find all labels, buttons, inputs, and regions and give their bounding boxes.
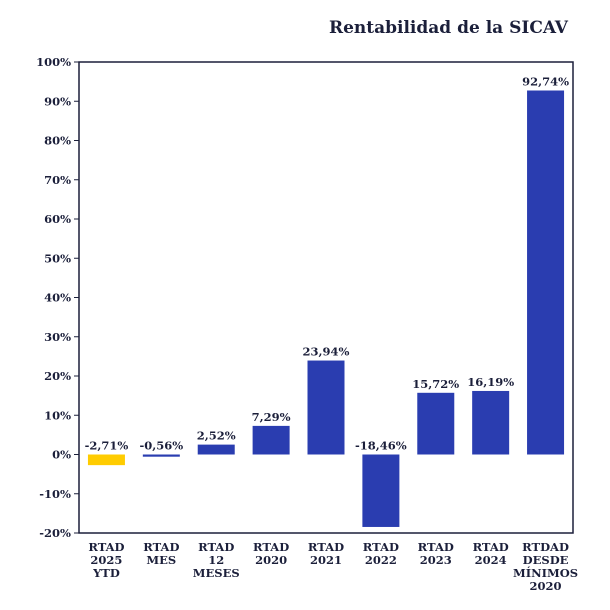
data-label: 15,72%: [412, 377, 459, 391]
data-label: -0,56%: [139, 439, 183, 453]
data-label: 16,19%: [467, 375, 514, 389]
y-tick-label: -20%: [39, 526, 71, 540]
bars: [87, 90, 565, 527]
data-label: -2,71%: [85, 439, 129, 453]
y-axis-ticks: 100% 90% 80% 70% 60% 50% 40% 30% 20% 10% 0% -10% -20…: [36, 55, 79, 540]
data-labels: -2,71% -0,56% 2,52% 7,29% 23,94% -18,46% 15,72…: [85, 74, 570, 452]
category-label: RTAD 2025 YTD: [88, 540, 124, 580]
y-tick-label: 30%: [44, 330, 71, 344]
data-label: 2,52%: [197, 429, 236, 443]
data-label: 23,94%: [303, 345, 350, 359]
bar: [87, 454, 125, 466]
category-label: RTAD 2024: [473, 540, 509, 567]
bar: [307, 360, 345, 455]
bar: [362, 454, 400, 527]
y-tick-label: -10%: [39, 487, 71, 501]
category-labels: RTAD 2025 YTD RTAD MES RTAD 12 MESES RTAD 2020 RTA…: [88, 540, 578, 593]
bar: [142, 454, 180, 457]
category-label: RTAD 2020: [253, 540, 289, 567]
category-label: RTAD 2021: [308, 540, 344, 567]
chart-title: Rentabilidad de la SICAV: [329, 18, 569, 38]
category-label: RTAD 2023: [418, 540, 454, 567]
y-tick-label: 10%: [44, 408, 71, 422]
y-tick-label: 50%: [44, 251, 71, 265]
category-label: RTAD 12 MESES: [193, 540, 240, 580]
data-label: 92,74%: [522, 74, 569, 88]
category-label: RTAD MES: [143, 540, 179, 567]
y-tick-label: 70%: [44, 173, 71, 187]
y-tick-label: 60%: [44, 212, 71, 226]
data-label: -18,46%: [355, 439, 407, 453]
plot-frame: [78, 61, 574, 534]
y-tick-label: 0%: [52, 448, 71, 462]
bar: [527, 90, 565, 455]
bar: [472, 390, 510, 455]
y-tick-label: 40%: [44, 291, 71, 305]
y-tick-label: 80%: [44, 134, 71, 148]
bar: [417, 392, 455, 455]
y-tick-label: 100%: [36, 55, 71, 69]
category-label: RTDAD DESDE MÍNIMOS 2020: [513, 540, 578, 593]
y-tick-label: 20%: [44, 369, 71, 383]
data-label: 7,29%: [252, 410, 291, 424]
bar: [197, 444, 235, 455]
y-tick-label: 90%: [44, 94, 71, 108]
category-label: RTAD 2022: [363, 540, 399, 567]
bar: [252, 425, 290, 455]
